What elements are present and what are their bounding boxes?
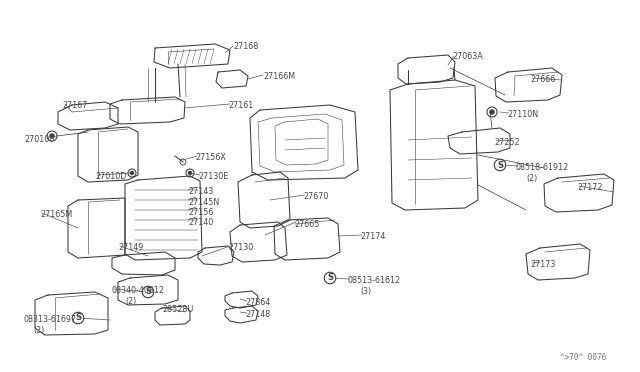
Text: 27174: 27174 (360, 232, 385, 241)
Text: 270100: 270100 (24, 135, 54, 144)
Text: 28528U: 28528U (162, 305, 193, 314)
Circle shape (131, 171, 134, 174)
Text: 27063A: 27063A (452, 52, 483, 61)
Text: 27670: 27670 (303, 192, 328, 201)
Text: 27161: 27161 (228, 101, 253, 110)
Text: 27665: 27665 (294, 220, 319, 229)
Text: 27145N: 27145N (188, 198, 220, 207)
Text: ^>70^ 0076: ^>70^ 0076 (560, 353, 606, 362)
Text: 27156X: 27156X (195, 153, 226, 162)
Text: 27010D: 27010D (95, 172, 126, 181)
Text: 27166M: 27166M (263, 72, 295, 81)
Circle shape (490, 110, 494, 114)
Text: (2): (2) (526, 174, 537, 183)
Text: 27140: 27140 (188, 218, 213, 227)
Text: 27864: 27864 (245, 298, 270, 307)
Circle shape (50, 134, 54, 138)
Text: 08513-61612: 08513-61612 (347, 276, 400, 285)
Text: S: S (145, 288, 151, 296)
Text: 27167: 27167 (62, 101, 88, 110)
Text: 27165M: 27165M (40, 210, 72, 219)
Text: 08340-40812: 08340-40812 (112, 286, 165, 295)
Text: S: S (75, 314, 81, 323)
Text: 27143: 27143 (188, 187, 213, 196)
Text: (3): (3) (360, 287, 371, 296)
Text: 08518-61912: 08518-61912 (516, 163, 569, 172)
Text: S: S (497, 160, 503, 170)
Text: 08313-61697: 08313-61697 (24, 315, 77, 324)
Text: 27252: 27252 (494, 138, 520, 147)
Text: S: S (327, 273, 333, 282)
Text: (2): (2) (33, 326, 44, 335)
Text: 27149: 27149 (118, 243, 143, 252)
Text: 27666: 27666 (530, 75, 556, 84)
Text: 27172: 27172 (577, 183, 602, 192)
Text: 27110N: 27110N (507, 110, 538, 119)
Text: 27173: 27173 (530, 260, 556, 269)
Text: (2): (2) (125, 297, 136, 306)
Text: 27130: 27130 (228, 243, 253, 252)
Text: 27168: 27168 (233, 42, 259, 51)
Text: 27148: 27148 (245, 310, 270, 319)
Text: 27156: 27156 (188, 208, 213, 217)
Text: 27130E: 27130E (198, 172, 228, 181)
Circle shape (189, 171, 191, 174)
